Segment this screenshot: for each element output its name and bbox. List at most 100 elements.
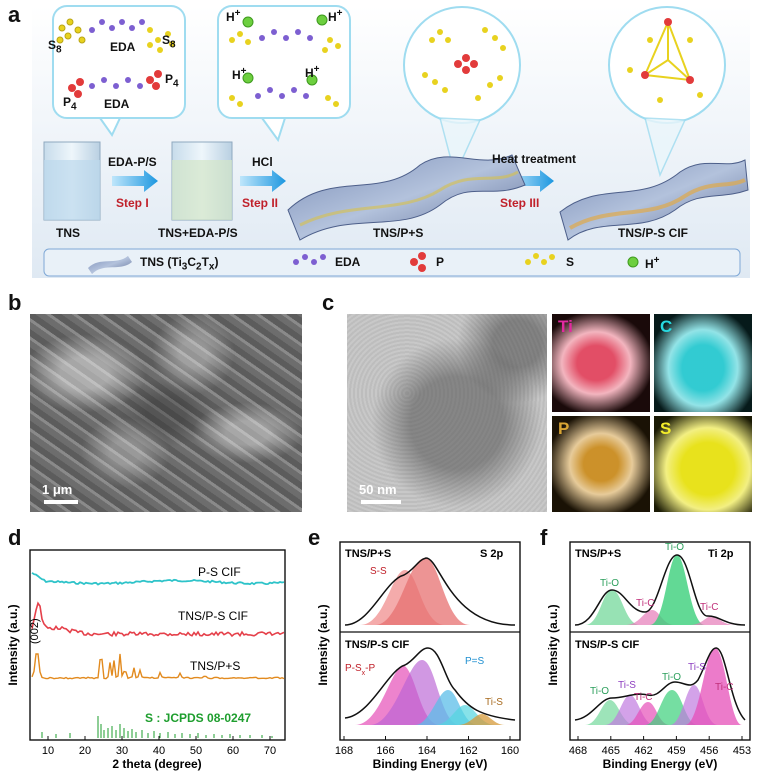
xps-ti-peak-4 xyxy=(690,616,735,625)
xps-ti-top-region: Ti 2p xyxy=(708,548,734,560)
xrd-reference-label: S : JCPDS 08-0247 xyxy=(145,711,251,725)
eds-map-p: P xyxy=(552,416,650,512)
xps-s-top-region: S 2p xyxy=(480,548,504,560)
tem-scale-label: 50 nm xyxy=(359,482,397,497)
x-tick-label: 20 xyxy=(79,745,91,757)
xps-ti-top-peak-4: Ti-C xyxy=(700,602,719,613)
label-s8-right: S8 xyxy=(162,33,176,51)
beaker-tns xyxy=(43,141,101,221)
label-hplus-3: H+ xyxy=(232,66,247,82)
xps-s-ylabel: Intensity (a.u.) xyxy=(316,604,330,685)
panel-c-label: c xyxy=(322,290,335,315)
xps-ti-top-sample: TNS/P+S xyxy=(575,548,621,560)
x-tick-label: 40 xyxy=(153,745,165,757)
step2-label: Step II xyxy=(242,196,279,210)
eds-label-p: P xyxy=(558,419,570,438)
panel-a-label: a xyxy=(8,2,21,27)
sheet-tns-ps xyxy=(287,154,526,241)
step3-label: Step III xyxy=(500,196,540,210)
p4-eda-molecules xyxy=(68,70,162,98)
sem-scale-bar xyxy=(44,500,78,504)
label-hplus-1: H+ xyxy=(226,8,241,24)
xrd-xlabel: 2 theta (degree) xyxy=(112,757,201,771)
xps-s-bottom-sample: TNS/P-S CIF xyxy=(345,639,409,651)
eds-label-c: C xyxy=(660,317,673,336)
label-eda-bottom: EDA xyxy=(104,97,130,111)
xps-ti-envelope-top xyxy=(574,554,746,626)
xps-s-top-peak: S-S xyxy=(370,566,387,577)
xps-s-envelope-bottom xyxy=(344,647,516,721)
xps-ti-peak-1 xyxy=(585,590,640,625)
xps-ti-x-ticks: 468 465 462 459 456 453 xyxy=(569,736,751,757)
x-tick-label: 164 xyxy=(418,745,436,757)
x-tick-label: 162 xyxy=(459,745,477,757)
xrd-curve-tns-ps-cif xyxy=(31,601,285,638)
xps-ti-bottom-peak-5: Ti-S xyxy=(688,662,706,673)
step-arrows xyxy=(112,170,554,192)
xps-ti-ylabel: Intensity (a.u.) xyxy=(546,604,560,685)
xrd-ylabel: Intensity (a.u.) xyxy=(6,604,20,685)
xps-ti-bottom-peak-6: Ti-C xyxy=(715,682,734,693)
xps-ti-bottom-sample: TNS/P-S CIF xyxy=(575,639,639,651)
x-tick-label: 166 xyxy=(376,745,394,757)
tem-image: 50 nm xyxy=(347,314,547,512)
eds-label-s: S xyxy=(660,419,672,438)
panel-b-label: b xyxy=(8,290,22,315)
legend-eda: EDA xyxy=(335,255,361,269)
legend-s: S xyxy=(566,255,575,269)
xps-s-xlabel: Binding Energy (eV) xyxy=(373,757,488,771)
x-tick-label: 30 xyxy=(116,745,128,757)
xps-ti-top-peak-1: Ti-O xyxy=(600,578,619,589)
panel-d-label: d xyxy=(8,525,22,550)
xrd-curve-tns-p-s xyxy=(31,653,285,680)
xrd-label-tns-ps: TNS/P-S CIF xyxy=(178,609,248,623)
stage-tns: TNS xyxy=(56,226,80,240)
label-hplus-4: H+ xyxy=(305,64,320,80)
x-tick-label: 70 xyxy=(264,745,276,757)
eds-map-s: S xyxy=(654,416,752,512)
label-hplus-2: H+ xyxy=(328,8,343,24)
label-p4-right: P4 xyxy=(165,72,179,90)
xrd-reference-lines xyxy=(41,716,273,738)
xps-s-bottom-peak3: Ti-S xyxy=(485,697,503,708)
xps-ti-bottom-peak-4: Ti-O xyxy=(662,672,681,683)
xrd-label-ps: P-S CIF xyxy=(198,565,241,579)
xps-ti-xlabel: Binding Energy (eV) xyxy=(603,757,718,771)
arrow2-label: HCl xyxy=(252,155,273,169)
xps-ti-peak-3 xyxy=(650,555,705,625)
xps-ti-top-peak-3: Ti-C xyxy=(636,598,655,609)
legend-tns: TNS (Ti3C2Tx) xyxy=(140,255,219,273)
xps-s-x-ticks: 168 166 164 162 160 xyxy=(335,736,519,757)
x-tick-label: 456 xyxy=(700,745,718,757)
xps-ti2p-chart: TNS/P+S Ti 2p Ti-O Ti-O Ti-C Ti-C TNS/P-… xyxy=(546,541,751,771)
xps-ti-peak-10 xyxy=(685,648,742,725)
xps-s-peak-7 xyxy=(458,714,505,725)
legend-bar xyxy=(43,248,741,277)
sem-image: 1 μm xyxy=(30,314,302,512)
xps-s-bottom-peak2: P=S xyxy=(465,656,485,667)
arrow1-label: EDA-P/S xyxy=(108,155,157,169)
step1-label: Step I xyxy=(116,196,149,210)
panel-a-schematic xyxy=(32,5,750,278)
x-tick-label: 10 xyxy=(42,745,54,757)
label-eda-top: EDA xyxy=(110,40,136,54)
x-tick-label: 465 xyxy=(602,745,620,757)
x-tick-label: 459 xyxy=(667,745,685,757)
x-tick-label: 60 xyxy=(227,745,239,757)
stage-tns-eda: TNS+EDA-P/S xyxy=(158,226,238,240)
eds-map-c: C xyxy=(654,314,752,412)
x-tick-label: 160 xyxy=(501,745,519,757)
bubble-ps-mix xyxy=(403,6,521,124)
sem-scale-label: 1 μm xyxy=(42,482,73,497)
xrd-chart: 10 20 30 40 50 60 70 P-S CIF TNS/P-S CIF TNS/P… xyxy=(6,549,286,771)
label-p4-left: P4 xyxy=(63,95,77,113)
xps-ti-envelope-bottom xyxy=(574,647,746,721)
legend-h: H+ xyxy=(645,255,660,271)
label-s8-left: S8 xyxy=(48,38,62,56)
legend-p: P xyxy=(436,255,445,269)
panel-e-label: e xyxy=(308,525,321,550)
xps-s-top-sample: TNS/P+S xyxy=(345,548,391,560)
arrow3-label: Heat treatment xyxy=(492,152,577,166)
xps-ti-top-peak-2: Ti-O xyxy=(665,542,684,553)
x-tick-label: 168 xyxy=(335,745,353,757)
